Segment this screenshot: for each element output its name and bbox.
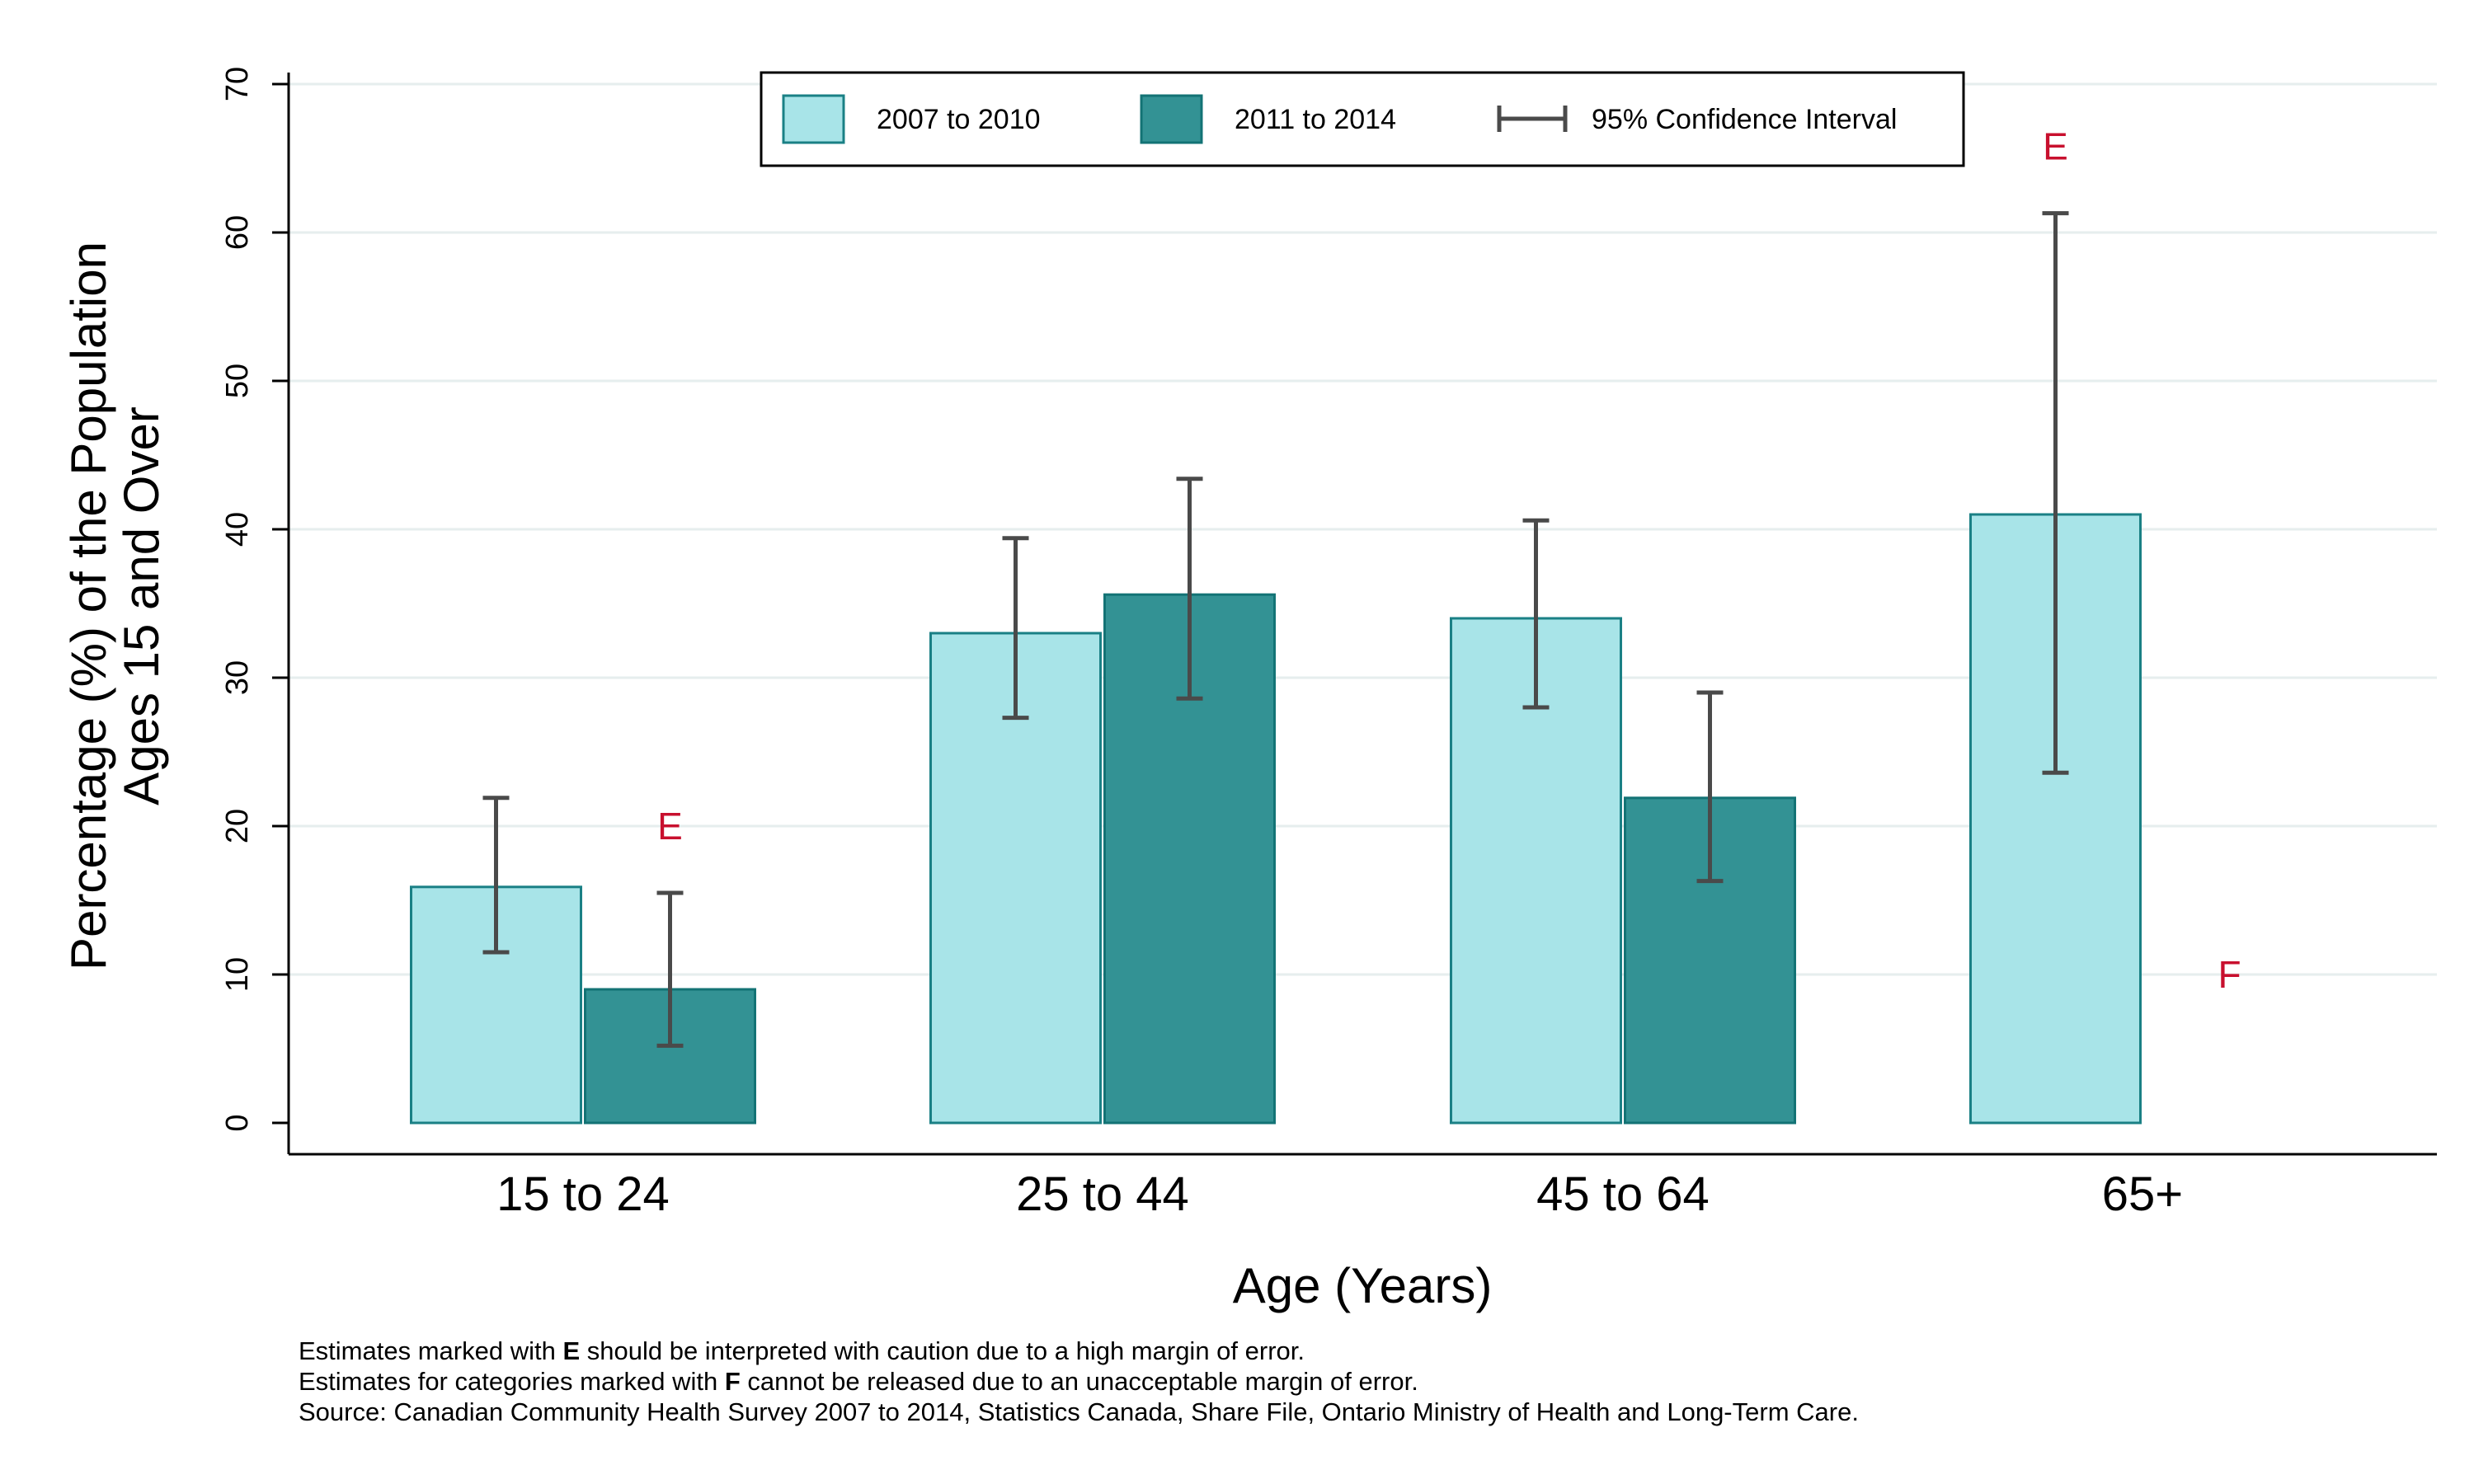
y-axis-title-line2: Ages 15 and Over — [114, 406, 169, 805]
bar — [1969, 513, 2142, 1125]
x-tick-label: 45 to 64 — [1536, 1167, 1710, 1221]
y-tick-label: 50 — [220, 364, 255, 398]
x-tick-label: 65+ — [2102, 1167, 2183, 1221]
flag-label: E — [657, 805, 683, 848]
legend-box — [760, 71, 1965, 167]
confidence-intervals — [482, 211, 2069, 1048]
axis-labels: Age (Years) Percentage (%) of the Popula… — [61, 242, 1492, 1313]
estimate-flags: E E F — [657, 125, 2241, 996]
footnote-e: Estimates marked with E should be interp… — [299, 1336, 1305, 1365]
legend: 2007 to 2010 2011 to 2014 95% Confidence… — [760, 71, 1965, 167]
legend-label-series-1: 2007 to 2010 — [877, 104, 1041, 135]
y-tick-label: 30 — [220, 660, 255, 695]
footnote-f: Estimates for categories marked with F c… — [299, 1367, 1418, 1396]
x-tick-label: 15 to 24 — [496, 1167, 670, 1221]
x-axis-title: Age (Years) — [1233, 1258, 1493, 1313]
footnote-source: Source: Canadian Community Health Survey… — [299, 1397, 1859, 1426]
flag-label: E — [2043, 125, 2068, 168]
y-tick-label: 10 — [220, 957, 255, 992]
x-tick-label: 25 to 44 — [1016, 1167, 1189, 1221]
legend-label-series-2: 2011 to 2014 — [1235, 104, 1396, 135]
y-tick-label: 40 — [220, 512, 255, 547]
gridlines — [289, 82, 2437, 976]
flag-label: F — [2218, 953, 2241, 996]
legend-swatch-series-1 — [782, 94, 845, 144]
y-axis-title-line1: Percentage (%) of the Population — [61, 242, 116, 970]
legend-label-ci: 95% Confidence Interval — [1592, 104, 1897, 135]
legend-swatch-series-2 — [1140, 94, 1203, 144]
y-tick-label: 70 — [220, 67, 255, 101]
y-tick-label: 20 — [220, 809, 255, 843]
footnotes: Estimates marked with E should be interp… — [299, 1336, 1859, 1427]
axes: 0 10 20 30 40 50 60 70 15 to 24 25 to 44 45 to 64 6… — [220, 67, 2437, 1221]
y-tick-label: 60 — [220, 215, 255, 250]
y-tick-label: 0 — [220, 1114, 255, 1131]
